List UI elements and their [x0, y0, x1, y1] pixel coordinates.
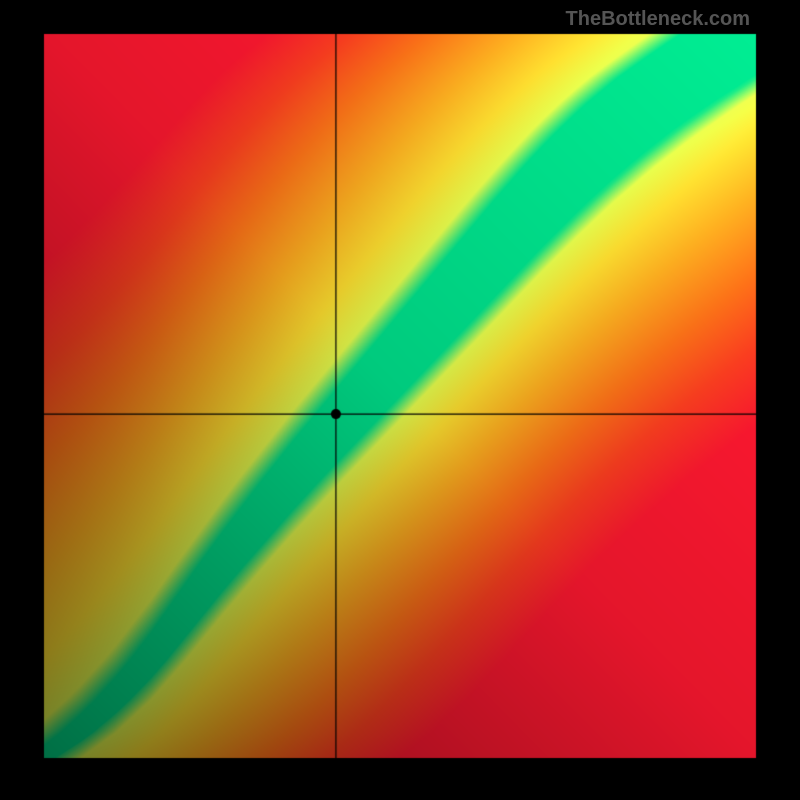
chart-container: TheBottleneck.com	[0, 0, 800, 800]
bottleneck-heatmap	[0, 0, 800, 800]
watermark-text: TheBottleneck.com	[566, 8, 750, 31]
